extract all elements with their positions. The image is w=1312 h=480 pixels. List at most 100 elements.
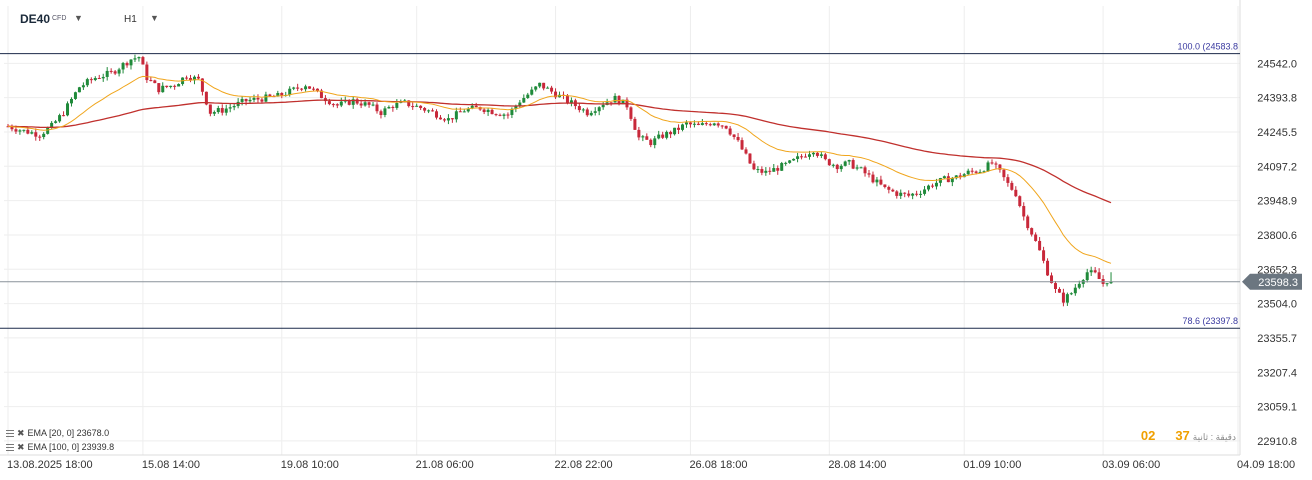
candle-body[interactable] [38, 136, 42, 138]
candle-body[interactable] [73, 92, 77, 99]
candle-body[interactable] [216, 108, 220, 113]
candle-body[interactable] [196, 76, 200, 79]
candle-body[interactable] [752, 163, 756, 170]
candle-body[interactable] [927, 185, 931, 190]
candle-body[interactable] [1030, 228, 1034, 235]
candle-body[interactable] [153, 80, 157, 84]
candle-body[interactable] [589, 112, 593, 116]
candle-body[interactable] [649, 139, 653, 146]
candle-body[interactable] [427, 110, 431, 112]
candle-body[interactable] [276, 92, 280, 97]
candle-body[interactable] [633, 118, 637, 130]
candle-body[interactable] [526, 94, 530, 99]
candle-body[interactable] [113, 71, 117, 74]
candle-body[interactable] [395, 102, 399, 108]
candle-body[interactable] [819, 154, 823, 156]
candle-body[interactable] [958, 175, 962, 178]
candle-body[interactable] [891, 189, 895, 192]
candle-body[interactable] [851, 160, 855, 169]
candle-body[interactable] [677, 127, 681, 130]
candle-body[interactable] [415, 105, 419, 107]
candle-body[interactable] [391, 106, 395, 108]
candle-body[interactable] [907, 193, 911, 196]
candle-body[interactable] [966, 170, 970, 175]
candle-body[interactable] [962, 174, 966, 178]
candle-body[interactable] [379, 111, 383, 116]
candle-body[interactable] [942, 176, 946, 179]
candle-body[interactable] [1069, 293, 1073, 295]
candle-body[interactable] [331, 104, 335, 106]
candle-body[interactable] [657, 134, 661, 139]
candle-body[interactable] [1065, 294, 1069, 303]
candle-body[interactable] [1105, 283, 1109, 285]
candle-body[interactable] [204, 91, 208, 105]
candle-body[interactable] [704, 123, 708, 125]
candle-body[interactable] [740, 140, 744, 150]
candle-body[interactable] [1050, 275, 1054, 284]
candle-body[interactable] [22, 129, 26, 131]
candle-body[interactable] [304, 86, 308, 90]
indicator-settings-icon[interactable] [6, 430, 14, 438]
candle-body[interactable] [228, 107, 232, 109]
candle-body[interactable] [629, 107, 633, 119]
candle-body[interactable] [681, 124, 685, 130]
candle-body[interactable] [807, 154, 811, 157]
candle-body[interactable] [105, 70, 109, 77]
candle-body[interactable] [974, 171, 978, 173]
candle-body[interactable] [435, 111, 439, 118]
candle-body[interactable] [280, 92, 284, 96]
candle-body[interactable] [724, 125, 728, 129]
symbol-selector[interactable]: DE40 [20, 12, 51, 26]
candle-body[interactable] [823, 154, 827, 160]
candle-body[interactable] [597, 107, 601, 112]
candle-body[interactable] [359, 103, 363, 106]
candle-body[interactable] [312, 88, 316, 90]
candle-body[interactable] [240, 98, 244, 102]
candle-body[interactable] [815, 152, 819, 156]
candle-body[interactable] [431, 110, 435, 112]
candle-body[interactable] [244, 98, 248, 102]
candle-body[interactable] [903, 192, 907, 194]
candle-body[interactable] [42, 133, 46, 138]
candle-body[interactable] [189, 78, 193, 81]
candle-body[interactable] [248, 99, 252, 102]
candle-body[interactable] [978, 171, 982, 173]
candle-body[interactable] [58, 115, 62, 122]
candle-body[interactable] [772, 168, 776, 172]
candle-body[interactable] [157, 83, 161, 93]
candle-body[interactable] [1006, 177, 1010, 183]
candle-body[interactable] [141, 57, 145, 65]
candle-body[interactable] [835, 164, 839, 170]
candle-body[interactable] [1085, 272, 1089, 281]
candle-body[interactable] [1034, 234, 1038, 241]
candle-body[interactable] [93, 78, 97, 81]
candle-body[interactable] [498, 114, 502, 116]
candle-body[interactable] [450, 118, 454, 120]
candle-body[interactable] [133, 58, 137, 60]
candle-body[interactable] [879, 179, 883, 185]
candle-body[interactable] [494, 114, 498, 116]
candle-body[interactable] [923, 189, 927, 194]
candle-body[interactable] [69, 98, 73, 104]
candle-body[interactable] [732, 134, 736, 138]
candle-body[interactable] [522, 98, 526, 103]
candle-body[interactable] [728, 128, 732, 135]
candle-body[interactable] [839, 165, 843, 170]
candle-body[interactable] [554, 91, 558, 98]
candle-body[interactable] [458, 111, 462, 113]
candle-body[interactable] [335, 104, 339, 106]
candle-body[interactable] [54, 121, 58, 123]
candle-body[interactable] [669, 131, 673, 135]
candle-body[interactable] [1018, 196, 1022, 207]
candle-body[interactable] [192, 76, 196, 81]
candle-body[interactable] [609, 102, 613, 104]
candle-body[interactable] [768, 170, 772, 172]
candle-body[interactable] [780, 163, 784, 171]
candle-body[interactable] [788, 160, 792, 163]
candle-body[interactable] [208, 104, 212, 114]
candle-body[interactable] [81, 85, 85, 88]
candle-body[interactable] [77, 87, 81, 93]
candle-body[interactable] [419, 105, 423, 109]
candle-body[interactable] [173, 85, 177, 87]
